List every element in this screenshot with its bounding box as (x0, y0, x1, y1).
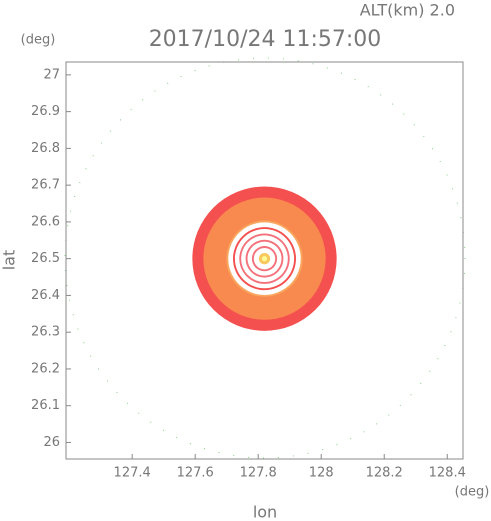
x-unit: (deg) (455, 485, 490, 500)
x-axis-label: lon (253, 503, 277, 521)
y-tick-label: 26.3 (31, 325, 60, 340)
y-unit: (deg) (21, 33, 56, 48)
x-tick-label: 128.2 (366, 466, 403, 481)
y-tick-label: 26.4 (31, 288, 60, 303)
y-tick-label: 26.2 (31, 361, 60, 376)
x-tick-label: 127.4 (114, 466, 151, 481)
y-tick-label: 27 (43, 67, 60, 82)
plot-frame (65, 61, 464, 460)
y-tick-label: 26.8 (31, 141, 60, 156)
y-tick-label: 26.9 (31, 104, 60, 119)
x-tick-label: 128 (309, 466, 334, 481)
x-tick-label: 128.4 (429, 466, 466, 481)
range-circle (64, 57, 466, 459)
y-tick-label: 26.6 (31, 214, 60, 229)
y-tick-label: 26 (43, 435, 60, 450)
y-tick-label: 26.7 (31, 178, 60, 193)
y-axis-label: lat (0, 250, 19, 271)
y-tick-label: 26.5 (31, 251, 60, 266)
y-tick-label: 26.1 (31, 398, 60, 413)
x-tick-label: 127.8 (240, 466, 277, 481)
altitude-label: ALT(km) 2.0 (360, 1, 455, 20)
chart-title: 2017/10/24 11:57:00 (149, 27, 382, 52)
ring (261, 256, 268, 262)
x-tick-label: 127.6 (177, 466, 214, 481)
